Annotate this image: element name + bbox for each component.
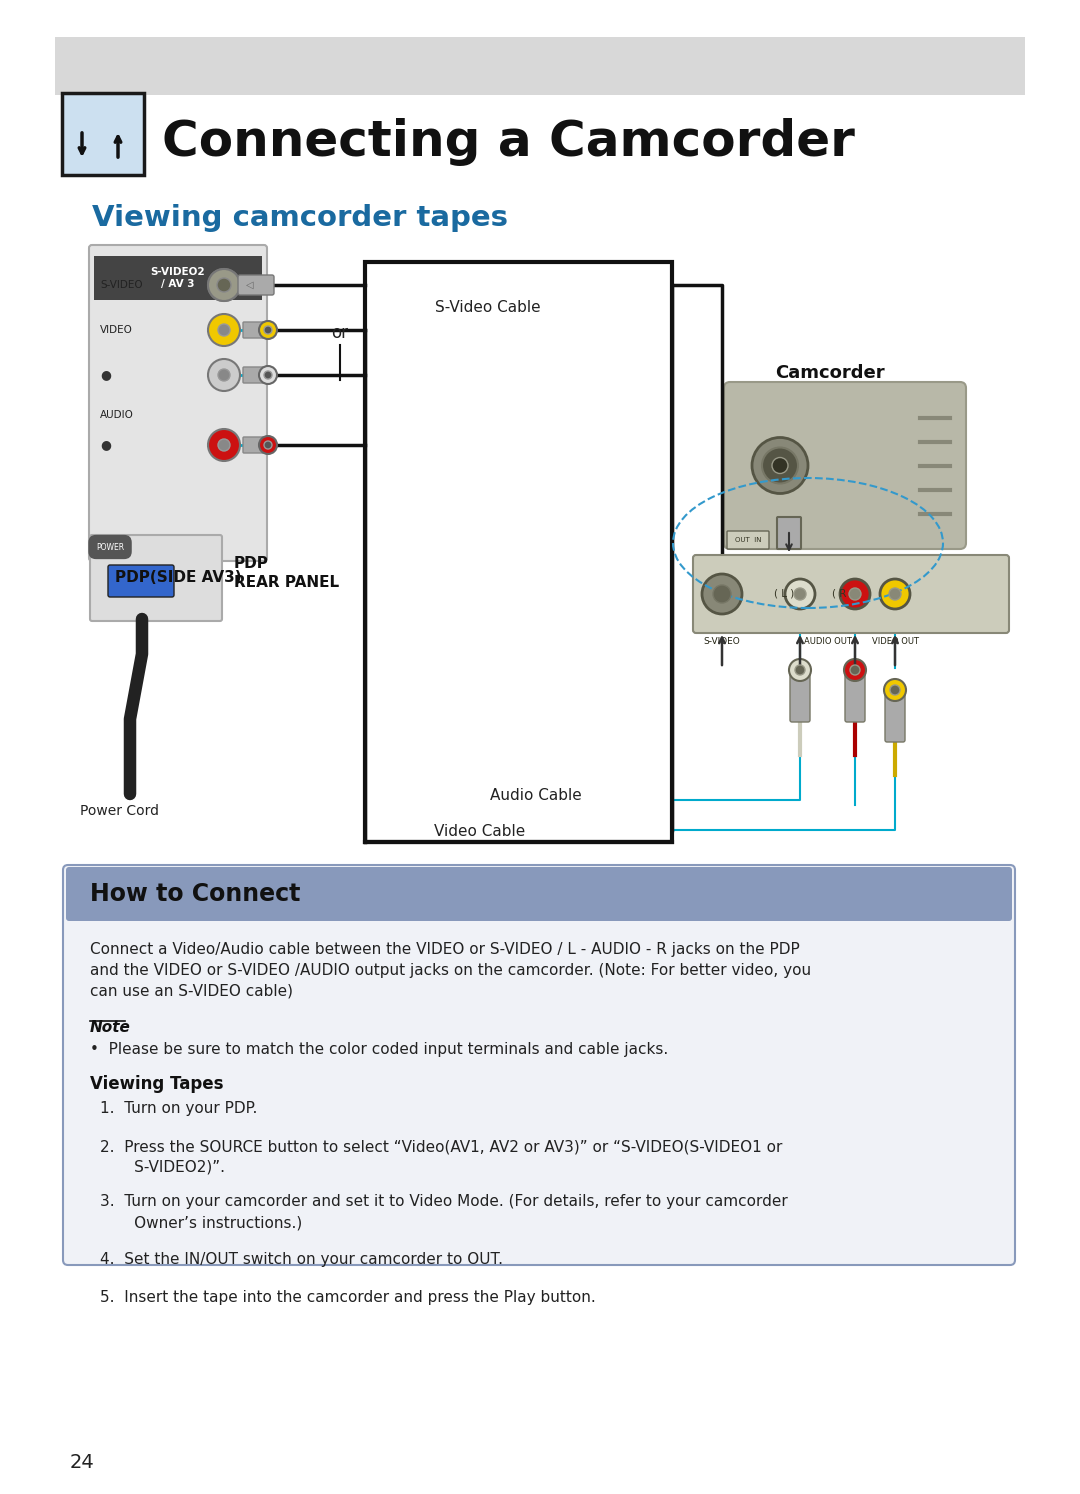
Text: How to Connect: How to Connect <box>90 881 300 905</box>
FancyBboxPatch shape <box>66 867 1012 920</box>
FancyBboxPatch shape <box>777 517 801 548</box>
Circle shape <box>259 436 276 454</box>
Text: PDP
REAR PANEL: PDP REAR PANEL <box>234 556 339 590</box>
Text: Viewing camcorder tapes: Viewing camcorder tapes <box>92 205 508 232</box>
FancyBboxPatch shape <box>727 530 769 548</box>
FancyBboxPatch shape <box>243 323 267 338</box>
Circle shape <box>218 439 230 451</box>
Circle shape <box>772 457 788 474</box>
Circle shape <box>843 659 866 681</box>
FancyBboxPatch shape <box>845 666 865 722</box>
Circle shape <box>752 438 808 493</box>
Text: VIDEO: VIDEO <box>100 326 133 335</box>
Circle shape <box>840 580 870 610</box>
Circle shape <box>713 586 731 604</box>
Bar <box>94 255 262 300</box>
Circle shape <box>850 665 860 675</box>
FancyBboxPatch shape <box>724 382 966 548</box>
Text: •  Please be sure to match the color coded input terminals and cable jacks.: • Please be sure to match the color code… <box>90 1041 669 1056</box>
Circle shape <box>259 321 276 339</box>
Circle shape <box>702 574 742 614</box>
Circle shape <box>762 448 798 484</box>
Bar <box>62 93 144 175</box>
Text: AUDIO OUT: AUDIO OUT <box>805 638 852 647</box>
FancyBboxPatch shape <box>885 686 905 743</box>
Text: Connecting a Camcorder: Connecting a Camcorder <box>162 118 855 166</box>
Text: S-VIDEO: S-VIDEO <box>100 279 143 290</box>
Text: Viewing Tapes: Viewing Tapes <box>90 1076 224 1094</box>
Text: Camcorder: Camcorder <box>775 365 885 382</box>
Text: ●: ● <box>100 439 111 451</box>
Text: ( R ): ( R ) <box>833 589 854 599</box>
Text: ◁: ◁ <box>246 279 254 290</box>
FancyBboxPatch shape <box>243 438 267 453</box>
Text: Audio Cable: Audio Cable <box>490 789 582 804</box>
Circle shape <box>264 371 272 379</box>
Text: 4.  Set the IN/OUT switch on your camcorder to OUT.: 4. Set the IN/OUT switch on your camcord… <box>100 1252 503 1267</box>
Circle shape <box>880 580 910 610</box>
Text: S-Video Cable: S-Video Cable <box>435 300 541 315</box>
Circle shape <box>218 324 230 336</box>
FancyBboxPatch shape <box>89 245 267 562</box>
Text: 24: 24 <box>70 1452 95 1472</box>
Text: OUT  IN: OUT IN <box>734 536 761 542</box>
Circle shape <box>264 326 272 335</box>
FancyBboxPatch shape <box>693 554 1009 633</box>
Text: or: or <box>332 324 349 342</box>
Circle shape <box>885 678 906 701</box>
Circle shape <box>208 359 240 391</box>
Circle shape <box>849 589 861 601</box>
Circle shape <box>208 429 240 462</box>
FancyBboxPatch shape <box>63 865 1015 1265</box>
Text: 2.  Press the SOURCE button to select “Video(AV1, AV2 or AV3)” or “S-VIDEO(S-VID: 2. Press the SOURCE button to select “Vi… <box>100 1138 782 1174</box>
Circle shape <box>259 366 276 384</box>
Text: ( L ): ( L ) <box>774 589 794 599</box>
Circle shape <box>217 278 231 291</box>
Text: Note: Note <box>90 1020 131 1035</box>
Bar <box>365 261 672 843</box>
Text: AUDIO: AUDIO <box>100 409 134 420</box>
Circle shape <box>208 314 240 347</box>
Circle shape <box>208 269 240 300</box>
Text: VIDEO OUT: VIDEO OUT <box>872 638 918 647</box>
Text: Video Cable: Video Cable <box>434 825 526 840</box>
Text: Connect a Video/Audio cable between the VIDEO or S-VIDEO / L - AUDIO - R jacks o: Connect a Video/Audio cable between the … <box>90 943 811 999</box>
FancyBboxPatch shape <box>243 368 267 382</box>
Text: ●: ● <box>100 369 111 381</box>
FancyBboxPatch shape <box>108 565 174 598</box>
Circle shape <box>264 441 272 450</box>
Text: PDP(SIDE AV3): PDP(SIDE AV3) <box>114 571 241 586</box>
FancyBboxPatch shape <box>789 666 810 722</box>
Text: 1.  Turn on your PDP.: 1. Turn on your PDP. <box>100 1101 257 1116</box>
Circle shape <box>794 589 806 601</box>
Text: 5.  Insert the tape into the camcorder and press the Play button.: 5. Insert the tape into the camcorder an… <box>100 1289 596 1304</box>
Text: Power Cord: Power Cord <box>80 804 159 819</box>
Circle shape <box>789 659 811 681</box>
Bar <box>55 37 1025 96</box>
Text: S-VIDEO2
/ AV 3: S-VIDEO2 / AV 3 <box>151 267 205 290</box>
Text: POWER: POWER <box>96 542 124 551</box>
Text: S-VIDEO: S-VIDEO <box>704 638 741 647</box>
Circle shape <box>795 665 805 675</box>
Circle shape <box>890 686 900 695</box>
Circle shape <box>785 580 815 610</box>
Circle shape <box>889 589 901 601</box>
FancyBboxPatch shape <box>238 275 274 294</box>
FancyBboxPatch shape <box>90 535 222 622</box>
Text: 3.  Turn on your camcorder and set it to Video Mode. (For details, refer to your: 3. Turn on your camcorder and set it to … <box>100 1194 787 1230</box>
Circle shape <box>218 369 230 381</box>
Circle shape <box>208 269 240 300</box>
